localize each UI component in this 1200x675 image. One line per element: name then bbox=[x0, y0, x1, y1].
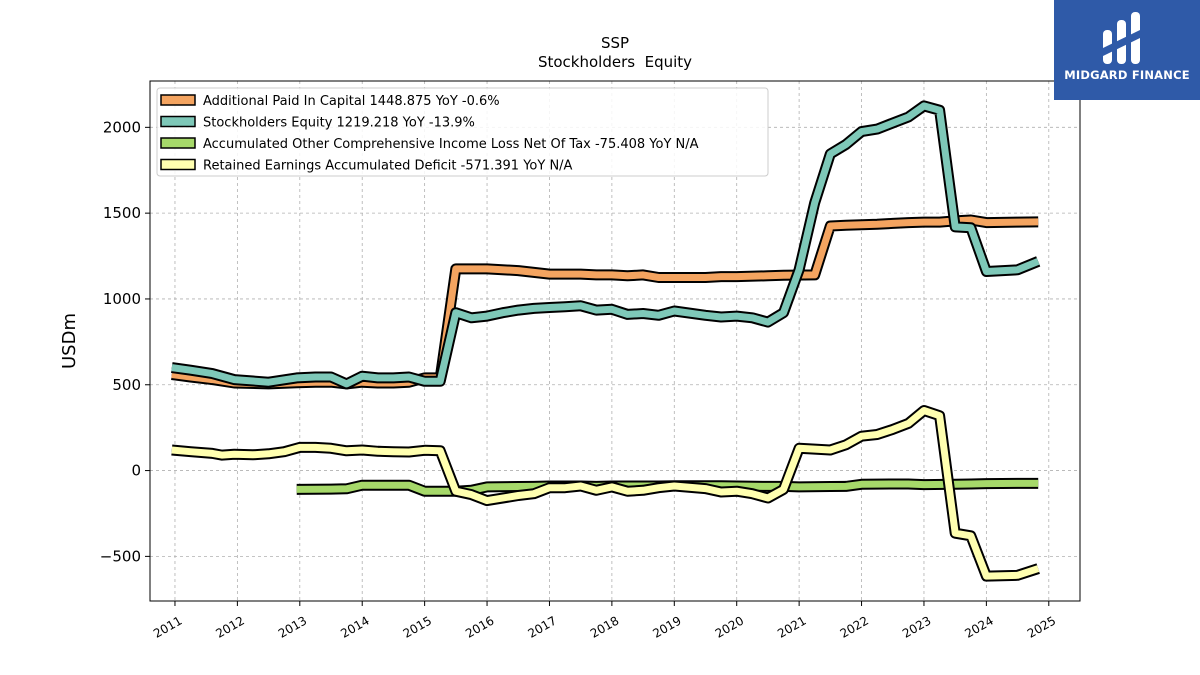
x-tick-label: 2019 bbox=[650, 613, 683, 640]
brand-logo: MIDGARD FINANCE bbox=[1054, 0, 1200, 100]
chart-title: SSP bbox=[601, 34, 629, 52]
y-tick-label: 2000 bbox=[103, 118, 141, 136]
x-tick-label: 2023 bbox=[900, 613, 933, 640]
x-tick-label: 2013 bbox=[276, 613, 309, 640]
legend-label: Stockholders Equity 1219.218 YoY -13.9% bbox=[203, 116, 475, 131]
legend-label: Additional Paid In Capital 1448.875 YoY … bbox=[203, 94, 500, 109]
x-tick-label: 2024 bbox=[962, 613, 995, 640]
chart-subtitle: Stockholders Equity bbox=[538, 53, 692, 71]
x-tick-label: 2011 bbox=[151, 613, 184, 640]
legend-label: Accumulated Other Comprehensive Income L… bbox=[203, 137, 699, 152]
x-tick-label: 2016 bbox=[463, 613, 496, 640]
brand-name: MIDGARD FINANCE bbox=[1064, 68, 1190, 82]
series-outline-additional-paid-in-capital bbox=[171, 214, 1039, 390]
y-tick-label: −500 bbox=[100, 547, 141, 565]
legend: Additional Paid In Capital 1448.875 YoY … bbox=[156, 87, 769, 177]
y-tick-label: 0 bbox=[131, 462, 141, 480]
x-tick-label: 2020 bbox=[713, 613, 746, 640]
series-line-additional-paid-in-capital bbox=[171, 216, 1039, 388]
series-lines bbox=[171, 100, 1041, 582]
legend-box bbox=[156, 87, 769, 177]
x-tick-label: 2025 bbox=[1025, 613, 1058, 640]
y-tick-label: 1000 bbox=[103, 290, 141, 308]
legend-label: Retained Earnings Accumulated Deficit -5… bbox=[203, 159, 573, 174]
y-axis-label: USDm bbox=[59, 313, 80, 369]
legend-swatch bbox=[160, 115, 196, 128]
series-line-stockholders-equity bbox=[171, 102, 1040, 388]
legend-swatch bbox=[160, 94, 196, 106]
x-tick-label: 2014 bbox=[338, 613, 371, 640]
x-tick-label: 2021 bbox=[775, 613, 808, 640]
y-tick-label: 1500 bbox=[103, 204, 141, 222]
series-line-retained-earnings-accumulated-deficit bbox=[171, 407, 1040, 580]
legend-swatch bbox=[160, 137, 196, 149]
x-tick-label: 2022 bbox=[838, 613, 871, 640]
x-tick-label: 2017 bbox=[526, 613, 559, 640]
x-tick-label: 2015 bbox=[401, 613, 434, 640]
midgard-logo-icon bbox=[1103, 12, 1140, 64]
x-tick-label: 2012 bbox=[213, 613, 246, 640]
y-tick-label: 500 bbox=[112, 376, 141, 394]
legend-swatch bbox=[160, 158, 196, 171]
plot-frame bbox=[149, 80, 1081, 602]
x-tick-label: 2018 bbox=[588, 613, 621, 640]
